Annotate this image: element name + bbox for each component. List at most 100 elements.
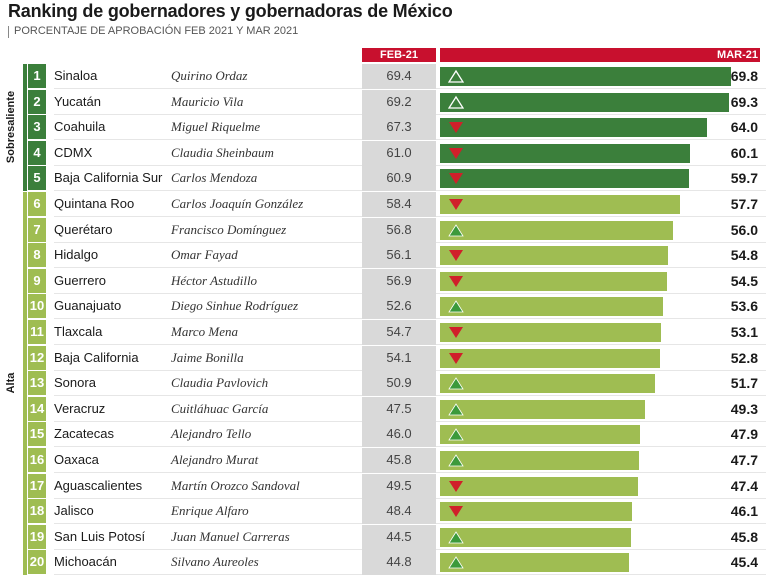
- state-name: Tlaxcala: [54, 324, 103, 339]
- trend-up-icon: [448, 403, 464, 416]
- mar-bar: [440, 143, 691, 163]
- mar-bar: [440, 271, 668, 291]
- feb-value: 52.6: [362, 294, 436, 320]
- feb-value: 69.2: [362, 89, 436, 115]
- governor-name: Alejandro Tello: [171, 426, 252, 442]
- table-row: 11 Tlaxcala Marco Mena 54.7 53.1: [28, 320, 766, 345]
- mar-value: 64.0: [730, 119, 758, 136]
- governor-name: Francisco Domínguez: [171, 221, 287, 237]
- table-row: 8 Hidalgo Omar Fayad 56.1 54.8: [28, 243, 766, 269]
- mar-bar: [440, 425, 640, 445]
- rank-badge: 2: [28, 89, 46, 114]
- mar-bar: [440, 169, 689, 189]
- rank-badge: 15: [28, 422, 46, 447]
- trend-up-icon: [448, 300, 464, 313]
- governor-name: Jaime Bonilla: [171, 349, 244, 365]
- table-row: 4 CDMX Claudia Sheinbaum 61.0 60.1: [28, 140, 766, 166]
- table-row: 6 Quintana Roo Carlos Joaquín González 58.4…: [28, 192, 766, 217]
- rank-badge: 13: [28, 371, 46, 396]
- table-row: 14 Veracruz Cuitláhuac García 47.5 49.3: [28, 396, 766, 422]
- column-header-feb: FEB-21: [362, 48, 436, 62]
- mar-value: 57.7: [730, 196, 758, 212]
- rank-badge: 9: [28, 268, 46, 293]
- mar-bar: [440, 297, 664, 317]
- mar-bar: [440, 502, 633, 522]
- trend-up-icon: [448, 377, 464, 390]
- table-row: 5 Baja California Sur Carlos Mendoza 60.9 59…: [28, 166, 766, 192]
- state-name: Michoacán: [54, 554, 117, 570]
- feb-value: 67.3: [362, 115, 436, 141]
- chart-subtitle: PORCENTAJE DE APROBACIÓN FEB 2021 Y MAR …: [14, 25, 299, 37]
- mar-value: 69.8: [730, 68, 758, 84]
- state-name: Quintana Roo: [54, 196, 135, 211]
- governor-name: Quirino Ordaz: [171, 68, 248, 83]
- table-row: 19 San Luis Potosí Juan Manuel Carreras 44.…: [28, 524, 766, 550]
- mar-value: 51.7: [730, 375, 758, 392]
- trend-down-icon: [449, 352, 463, 364]
- mar-bar: [440, 67, 731, 86]
- rank-badge: 1: [28, 64, 46, 88]
- state-name: Aguascalientes: [54, 477, 143, 493]
- trend-up-icon: [448, 454, 464, 467]
- state-name: Querétaro: [54, 221, 113, 237]
- trend-down-icon: [449, 327, 463, 338]
- mar-bar: [440, 118, 707, 138]
- table-row: 1 Sinaloa Quirino Ordaz 69.4 69.8: [28, 64, 766, 89]
- mar-bar: [440, 399, 646, 419]
- feb-value: 61.0: [362, 140, 436, 166]
- group-label: Alta: [5, 372, 17, 394]
- trend-down-icon: [449, 275, 463, 287]
- trend-up-icon: [448, 428, 464, 441]
- table-row: 9 Guerrero Héctor Astudillo 56.9 54.5: [28, 268, 766, 294]
- mar-value: 46.1: [730, 503, 758, 520]
- mar-bar: [440, 323, 662, 342]
- state-name: Hidalgo: [54, 247, 99, 263]
- mar-bar: [440, 553, 630, 573]
- trend-up-icon: [448, 95, 464, 109]
- governor-name: Diego Sinhue Rodríguez: [171, 298, 299, 314]
- state-name: Coahuila: [54, 119, 106, 135]
- trend-down-icon: [449, 250, 463, 262]
- table-row: 16 Oaxaca Alejandro Murat 45.8 47.7: [28, 448, 766, 473]
- governor-name: Claudia Sheinbaum: [171, 144, 274, 160]
- feb-value: 44.8: [362, 550, 436, 576]
- rank-badge: 6: [28, 192, 46, 216]
- governor-name: Miguel Riquelme: [171, 119, 261, 135]
- governor-name: Alejandro Murat: [171, 452, 259, 467]
- state-name: CDMX: [54, 144, 93, 160]
- mar-value: 53.1: [730, 324, 758, 340]
- trend-down-icon: [449, 506, 463, 518]
- mar-value: 45.4: [730, 554, 758, 571]
- table-row: 10 Guanajuato Diego Sinhue Rodríguez 52.6 53…: [28, 294, 766, 320]
- state-name: Sinaloa: [54, 68, 98, 83]
- rank-badge: 20: [28, 550, 46, 575]
- table-row: 3 Coahuila Miguel Riquelme 67.3 64.0: [28, 115, 766, 141]
- table-row: 2 Yucatán Mauricio Vila 69.2 69.3: [28, 89, 766, 115]
- mar-value: 54.5: [730, 272, 758, 289]
- subtitle-divider: [8, 26, 9, 38]
- feb-value: 54.7: [362, 320, 436, 345]
- state-name: Veracruz: [54, 400, 106, 416]
- trend-down-icon: [449, 147, 463, 159]
- feb-value: 69.4: [362, 64, 436, 89]
- rank-badge: 5: [28, 166, 46, 191]
- group-label: Sobresaliente: [5, 90, 17, 164]
- mar-value: 69.3: [730, 93, 758, 110]
- mar-value: 52.8: [730, 349, 758, 366]
- rank-badge: 4: [28, 140, 46, 165]
- governor-name: Claudia Pavlovich: [171, 375, 269, 391]
- table-row: 15 Zacatecas Alejandro Tello 46.0 47.9: [28, 422, 766, 448]
- table-row: 18 Jalisco Enrique Alfaro 48.4 46.1: [28, 499, 766, 525]
- group-bracket: [23, 192, 27, 575]
- rank-badge: 11: [28, 320, 46, 344]
- feb-value: 45.8: [362, 448, 436, 473]
- rank-badge: 17: [28, 473, 46, 498]
- governor-name: Cuitláhuac García: [171, 400, 269, 416]
- feb-value: 44.5: [362, 524, 436, 550]
- table-row: 20 Michoacán Silvano Aureoles 44.8 45.4: [28, 550, 766, 576]
- feb-value: 54.1: [362, 345, 436, 371]
- rank-badge: 19: [28, 524, 46, 549]
- governor-name: Omar Fayad: [171, 247, 238, 263]
- column-header-mar: MAR-21: [440, 48, 760, 62]
- mar-bar: [440, 92, 729, 112]
